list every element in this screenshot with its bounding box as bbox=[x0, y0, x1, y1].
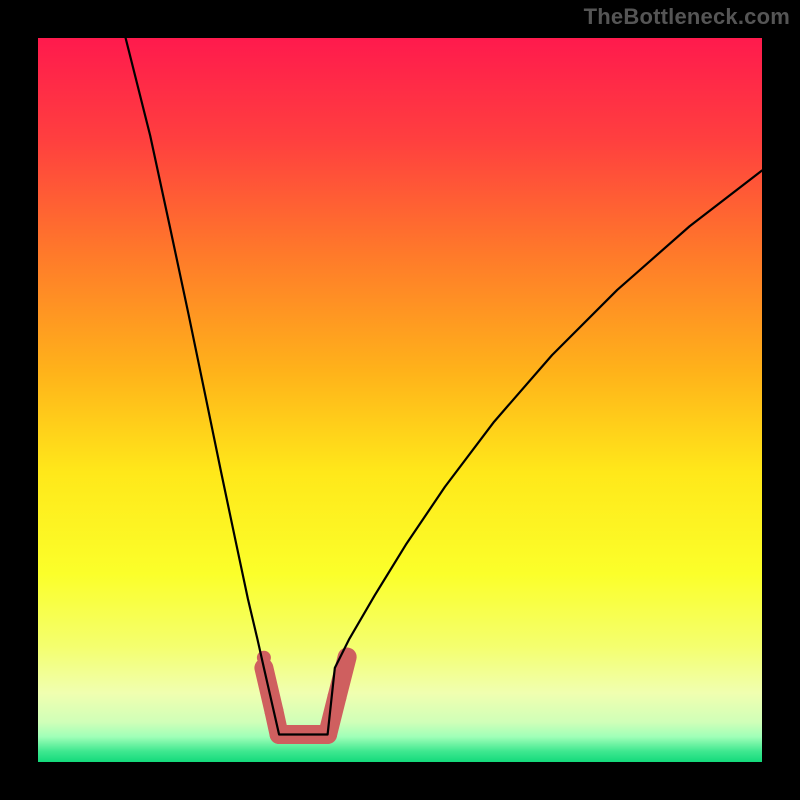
bottleneck-chart bbox=[0, 0, 800, 800]
marker-dot bbox=[257, 651, 271, 665]
marker-segment bbox=[337, 657, 347, 697]
plot-background bbox=[38, 38, 762, 762]
chart-stage: TheBottleneck.com bbox=[0, 0, 800, 800]
